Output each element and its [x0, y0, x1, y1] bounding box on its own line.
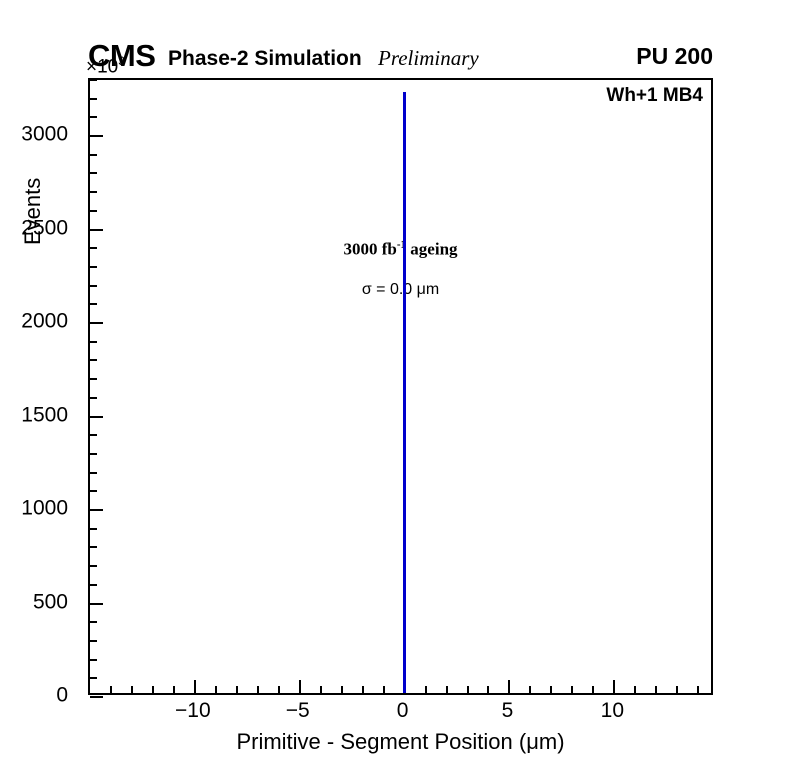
y-tick-label: 3000	[21, 122, 68, 146]
x-tick-major	[298, 680, 301, 693]
x-tick-minor	[319, 686, 322, 693]
sigma-annotation: σ = 0.0 μm	[361, 281, 440, 298]
x-axis-title: Primitive - Segment Position (μm)	[236, 729, 565, 754]
y-tick-minor	[90, 191, 97, 194]
x-tick-minor	[382, 686, 385, 693]
x-tick-major	[193, 680, 196, 693]
y-tick-minor	[90, 639, 97, 642]
y-tick-minor	[90, 471, 97, 474]
x-tick-minor	[592, 686, 595, 693]
x-tick-minor	[697, 686, 700, 693]
y-tick-minor	[90, 546, 97, 549]
x-tick-minor	[235, 686, 238, 693]
y-tick-minor	[90, 79, 97, 81]
x-tick-minor	[634, 686, 637, 693]
x-tick-minor	[676, 686, 679, 693]
x-tick-minor	[424, 686, 427, 693]
y-tick-minor	[90, 658, 97, 661]
y-tick-minor	[90, 284, 97, 287]
x-tick-minor	[361, 686, 364, 693]
x-tick-minor	[466, 686, 469, 693]
x-tick-minor	[340, 686, 343, 693]
histogram-data-layer	[90, 80, 711, 693]
y-tick-major	[90, 415, 103, 418]
y-tick-minor	[90, 677, 97, 680]
y-tick-minor	[90, 340, 97, 343]
y-tick-label: 500	[32, 590, 68, 613]
y-axis-exponent-base: ×10	[86, 56, 119, 78]
y-tick-label: 2000	[21, 309, 68, 333]
y-tick-minor	[90, 303, 97, 306]
x-tick-major	[508, 680, 511, 693]
x-tick-minor	[571, 686, 574, 693]
y-tick-minor	[90, 527, 97, 530]
y-tick-minor	[90, 621, 97, 624]
y-tick-minor	[90, 565, 97, 568]
y-axis-exponent-power: 3	[118, 55, 125, 68]
ageing-annotation-suffix: ageing	[406, 239, 458, 259]
y-tick-label: 0	[56, 683, 68, 707]
x-tick-minor	[256, 686, 259, 693]
x-tick-minor	[151, 686, 154, 693]
y-tick-minor	[90, 97, 97, 100]
x-tick-minor	[487, 686, 490, 693]
plot-frame: Wh+1 MB4 3000 fb-1 ageing σ = 0.0 μm	[88, 78, 713, 698]
y-tick-major	[90, 135, 103, 138]
y-tick-minor	[90, 452, 97, 455]
pileup-label: PU 200	[636, 43, 713, 69]
y-tick-minor	[90, 359, 97, 362]
x-tick-minor	[172, 686, 175, 693]
y-axis-exponent-label: ×103	[86, 55, 125, 78]
y-tick-major	[90, 602, 103, 605]
y-tick-minor	[90, 172, 97, 175]
x-tick-minor	[277, 686, 280, 693]
x-tick-label: 5	[501, 699, 514, 722]
histogram-peak-spike	[403, 92, 407, 693]
x-tick-minor	[655, 686, 658, 693]
y-tick-minor	[90, 378, 97, 381]
x-tick-label: 10	[600, 699, 625, 722]
x-tick-major	[613, 680, 616, 693]
y-tick-minor	[90, 396, 97, 399]
region-label: Wh+1 MB4	[606, 85, 703, 106]
y-tick-label: 1000	[21, 496, 68, 520]
ageing-annotation: 3000 fb-1 ageing	[343, 239, 458, 259]
x-tick-minor	[529, 686, 532, 693]
cms-logo: CMS	[88, 38, 156, 73]
x-tick-minor	[445, 686, 448, 693]
x-tick-label: −10	[175, 699, 211, 722]
y-tick-major	[90, 509, 103, 512]
y-tick-minor	[90, 153, 97, 156]
y-tick-minor	[90, 247, 97, 250]
y-axis-tick-labels: 0 500 1000 1500 2000 2500 3000	[0, 78, 80, 706]
y-tick-major	[90, 228, 103, 231]
ageing-annotation-value: 3000 fb	[343, 239, 397, 259]
x-tick-minor	[109, 686, 112, 693]
y-tick-minor	[90, 583, 97, 586]
y-tick-major	[90, 322, 103, 325]
x-tick-minor	[130, 686, 133, 693]
y-tick-minor	[90, 116, 97, 119]
y-tick-minor	[90, 265, 97, 268]
x-tick-label: −5	[285, 699, 310, 722]
x-tick-minor	[550, 686, 553, 693]
y-tick-minor	[90, 490, 97, 493]
y-tick-label: 1500	[21, 403, 68, 427]
simulation-tag: Phase-2 Simulation	[168, 47, 362, 70]
y-tick-label: 2500	[21, 216, 68, 240]
preliminary-tag: Preliminary	[378, 46, 479, 70]
y-tick-minor	[90, 209, 97, 212]
y-tick-major	[90, 696, 103, 698]
ageing-annotation-exponent: -1	[396, 239, 407, 251]
x-tick-label: 0	[396, 699, 409, 722]
x-tick-minor	[214, 686, 217, 693]
x-axis-tick-labels: −10 −5 0 5 10	[88, 700, 713, 730]
y-tick-minor	[90, 434, 97, 437]
